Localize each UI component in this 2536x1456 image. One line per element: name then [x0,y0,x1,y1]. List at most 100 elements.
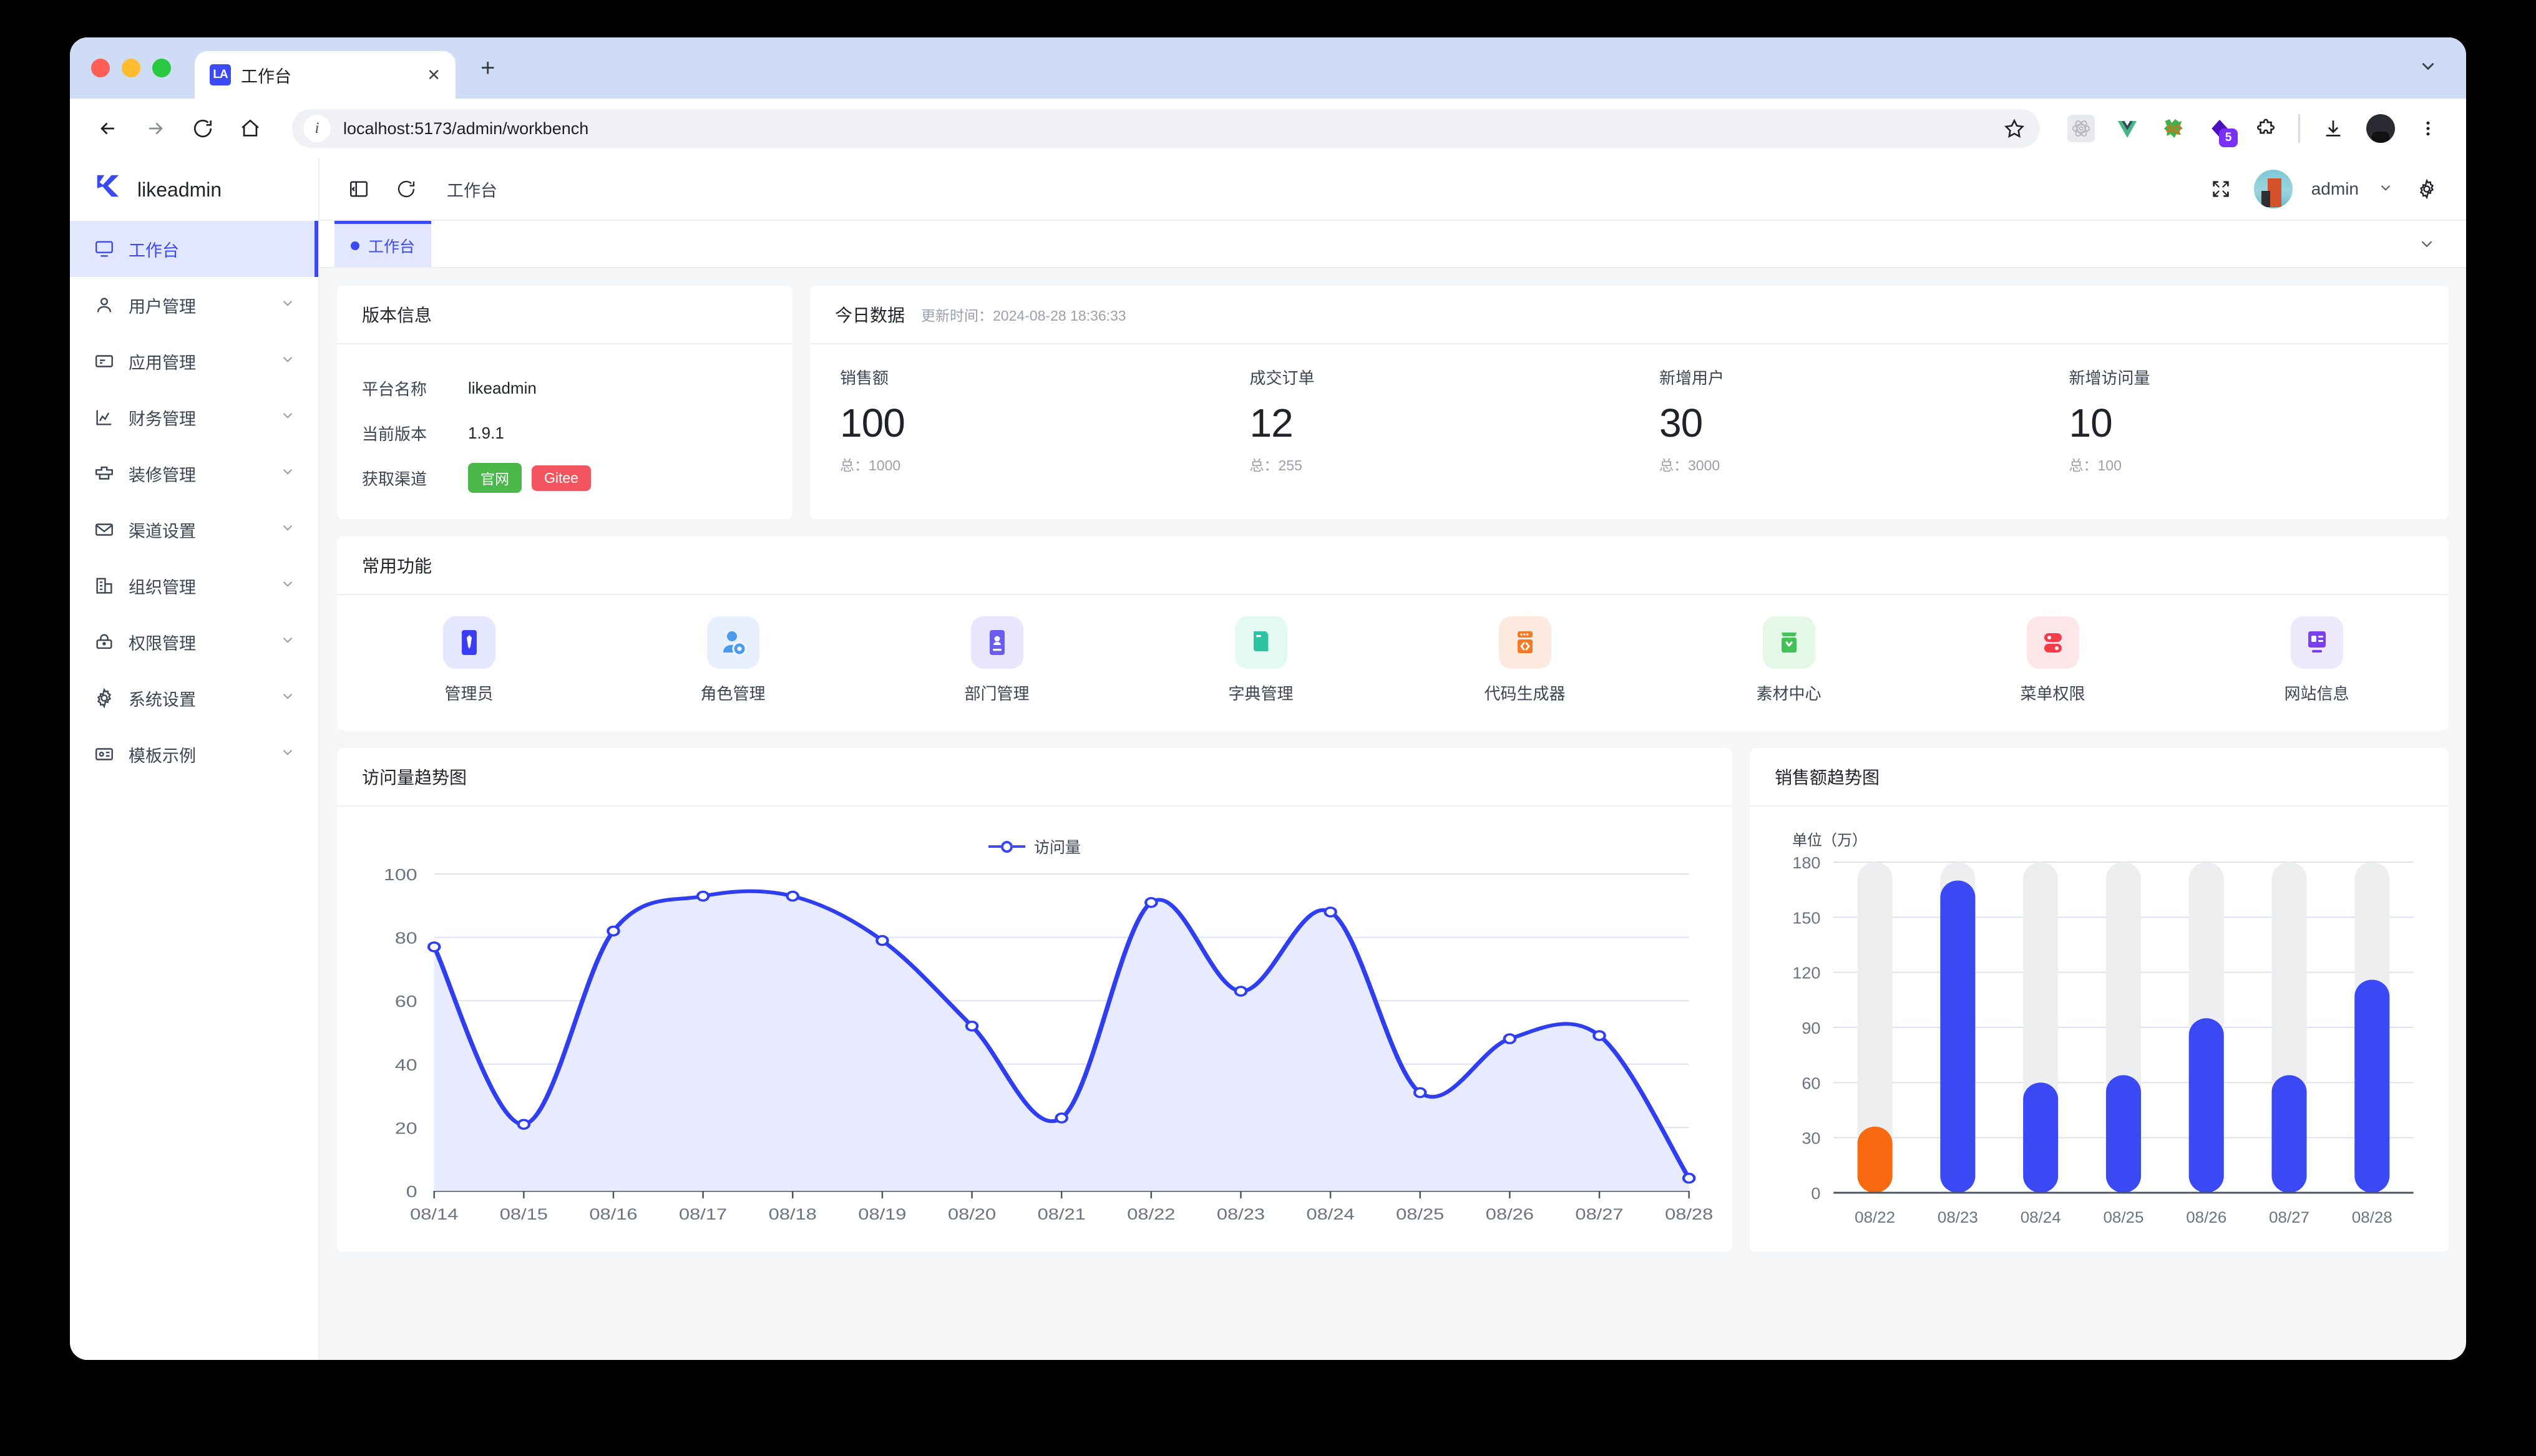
stat-total: 总：3000 [1659,457,1720,473]
sidebar-item-permission-management[interactable]: 权限管理 [70,614,318,670]
function-code-generator[interactable]: 代码生成器 [1393,616,1657,704]
browser-profile-avatar[interactable] [2366,114,2395,143]
chevron-down-icon[interactable] [280,520,296,540]
channel-row-key: 获取渠道 [362,469,427,488]
close-icon[interactable]: ✕ [427,65,441,84]
new-tab-button[interactable]: + [480,54,495,82]
stat-value: 100 [840,400,905,445]
sidebar-item-organization-management[interactable]: 组织管理 [70,558,318,614]
function-label: 网站信息 [2284,684,2349,703]
version-info-body: 平台名称 likeadmin 当前版本 1.9.1 获取渠道 官网 Gitee [337,344,792,519]
official-site-button[interactable]: 官网 [468,463,522,493]
sidebar-item-channel-settings[interactable]: 渠道设置 [70,502,318,558]
tab-workbench[interactable]: 工作台 [334,221,432,267]
chevron-down-icon[interactable] [280,688,296,709]
chevron-down-icon[interactable] [280,744,296,765]
sidebar-item-app-management[interactable]: 应用管理 [70,333,318,389]
reload-icon[interactable] [188,114,217,143]
function-department-management[interactable]: 部门管理 [865,616,1129,704]
extension-badge-count: 5 [2219,129,2238,147]
download-icon[interactable] [2319,114,2348,143]
function-menu-permission[interactable]: 菜单权限 [1921,616,2185,704]
sq-extension-icon[interactable]: SQ [2160,115,2187,142]
function-admin[interactable]: 管理员 [337,616,601,704]
vue-devtools-icon[interactable] [2114,115,2141,142]
react-devtools-icon[interactable] [2067,115,2095,142]
svg-text:20: 20 [395,1120,417,1137]
function-dictionary-management[interactable]: 字典管理 [1129,616,1393,704]
stat-total: 总：100 [2069,457,2122,473]
toggle-rows-icon [2026,616,2079,669]
user-gear-icon [706,616,759,669]
sidebar-item-user-management[interactable]: 用户管理 [70,277,318,333]
site-info-icon[interactable]: i [303,115,331,142]
chevron-down-icon[interactable] [2378,180,2394,199]
tab-title: 工作台 [241,67,291,86]
browser-tabstrip: LA 工作台 ✕ + [70,37,2466,99]
svg-text:120: 120 [1792,964,1820,982]
sidebar-item-workbench[interactable]: 工作台 [70,221,318,277]
chevron-down-icon[interactable] [280,295,296,316]
function-media-center[interactable]: 素材中心 [1657,616,1921,704]
monitor-icon [94,238,115,260]
functions-row: 管理员 角色管理 部门管理 [337,595,2449,730]
chart-icon [94,407,115,428]
chevron-down-icon[interactable] [2417,56,2439,99]
svg-text:08/15: 08/15 [500,1206,548,1223]
toolbar-divider [2298,114,2300,143]
card-header: 销售额趋势图 [1750,748,2449,807]
extensions-puzzle-icon[interactable] [2252,115,2280,142]
sidebar-item-label: 用户管理 [129,297,196,316]
forward-icon[interactable] [141,114,170,143]
stat-value: 10 [2069,400,2113,445]
refresh-icon[interactable] [392,175,421,203]
version-row-key: 当前版本 [362,424,427,444]
version-row: 平台名称 likeadmin [362,366,768,410]
bookmark-star-icon[interactable] [2000,114,2029,143]
sidebar-item-label: 权限管理 [129,634,196,653]
url-text: localhost:5173/admin/workbench [343,119,589,138]
avatar[interactable] [2253,170,2293,208]
sidebar-item-template-examples[interactable]: 模板示例 [70,726,318,782]
close-window-button[interactable] [91,59,110,77]
admin-tie-icon [442,616,495,669]
function-label: 菜单权限 [2020,684,2085,703]
chevron-down-icon[interactable] [280,463,296,484]
back-icon[interactable] [94,114,122,143]
sidebar-item-finance-management[interactable]: 财务管理 [70,389,318,445]
sales-bar-chart: 0 30 60 90 120 150 180 08/22 08/23 08/24 08/25 08/2… [1792,853,2414,1226]
gear-icon[interactable] [2412,175,2441,203]
chevron-down-icon[interactable] [2417,221,2466,267]
address-bar[interactable]: i localhost:5173/admin/workbench [292,109,2040,148]
svg-text:60: 60 [395,993,417,1011]
purple-extension-icon[interactable]: 5 [2206,115,2238,147]
svg-text:08/25: 08/25 [1396,1206,1444,1223]
chevron-down-icon[interactable] [280,632,296,653]
maximize-window-button[interactable] [152,59,171,77]
svg-text:0: 0 [406,1183,417,1201]
chevron-down-icon[interactable] [280,576,296,596]
browser-tab[interactable]: LA 工作台 ✕ [195,51,456,99]
gitee-button[interactable]: Gitee [532,465,591,491]
svg-text:100: 100 [384,866,417,884]
envelope-icon [94,519,115,540]
fullscreen-icon[interactable] [2207,175,2235,203]
home-icon[interactable] [236,114,265,143]
card-header: 常用功能 [337,536,2449,595]
sidebar-item-decoration-management[interactable]: 装修管理 [70,445,318,502]
chevron-down-icon[interactable] [280,407,296,428]
chevron-down-icon[interactable] [280,351,296,372]
chart-legend[interactable]: 访问量 [349,835,1720,858]
svg-text:150: 150 [1792,909,1820,927]
update-time-label: 更新时间：2024-08-28 18:36:33 [921,308,1126,324]
function-website-info[interactable]: 网站信息 [2185,616,2449,704]
brand[interactable]: likeadmin [70,158,318,221]
collapse-sidebar-icon[interactable] [344,175,373,203]
function-role-management[interactable]: 角色管理 [601,616,865,704]
svg-text:40: 40 [395,1057,417,1074]
card-header: 版本信息 [337,286,792,344]
browser-menu-icon[interactable] [2414,114,2442,143]
minimize-window-button[interactable] [122,59,140,77]
template-icon [94,744,115,765]
sidebar-item-system-settings[interactable]: 系统设置 [70,670,318,726]
